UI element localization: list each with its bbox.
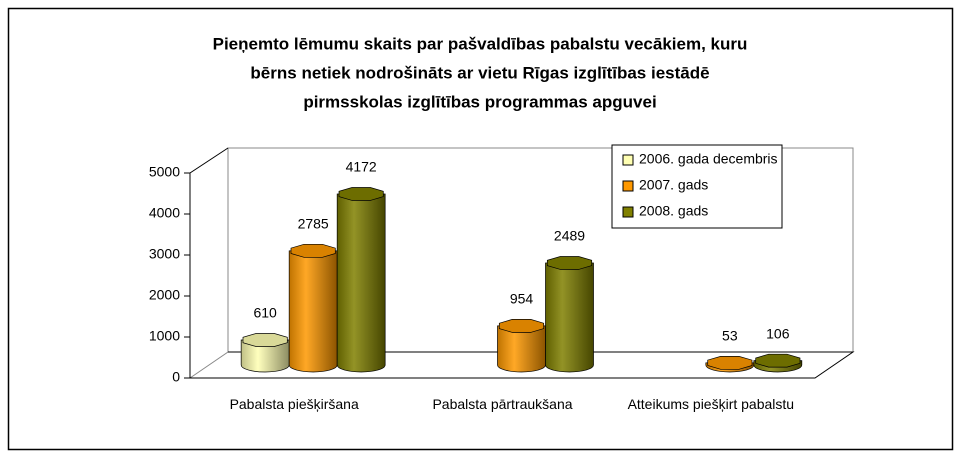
legend-swatch — [622, 206, 634, 218]
bar-body — [497, 325, 546, 373]
value-label: 2489 — [554, 228, 585, 244]
bar-top — [290, 243, 336, 258]
bar-body — [336, 193, 386, 373]
y-tick-label: 5000 — [149, 164, 180, 180]
legend-label: 2007. gads — [639, 177, 708, 193]
value-label: 4172 — [346, 159, 377, 175]
legend-label: 2006. gada decembris — [639, 151, 778, 167]
chart-title: pirmsskolas izglītības programmas apguve… — [303, 92, 656, 111]
bar-body — [240, 339, 290, 373]
y-tick-label: 2000 — [149, 287, 180, 303]
legend — [611, 144, 783, 229]
value-label: 53 — [722, 328, 738, 344]
chart-frame — [7, 7, 954, 451]
value-label: 954 — [510, 291, 534, 307]
value-label: 610 — [253, 305, 277, 321]
y-tick-label: 4000 — [149, 205, 180, 221]
y-tick-label: 3000 — [149, 246, 180, 262]
value-label: 106 — [766, 325, 790, 341]
chart-title: Pieņemto lēmumu skaits par pašvaldības p… — [213, 34, 748, 53]
bar-top — [546, 256, 593, 270]
legend-swatch — [622, 154, 634, 166]
value-label: 2785 — [298, 216, 329, 232]
x-tick-label: Pabalsta piešķiršana — [229, 396, 359, 412]
x-tick-label: Atteikums piešķirt pabalstu — [627, 396, 795, 412]
legend-swatch — [622, 180, 634, 192]
y-tick-label: 1000 — [149, 328, 180, 344]
bar-body — [545, 262, 594, 373]
x-tick-label: Pabalsta pārtraukšana — [432, 396, 573, 412]
bar-top — [498, 319, 545, 333]
bar-body — [288, 250, 338, 373]
bar-top — [707, 356, 753, 370]
bar-top — [338, 187, 384, 201]
legend-label: 2008. gads — [639, 203, 708, 219]
bar-top — [242, 333, 288, 347]
y-tick-label: 0 — [172, 369, 180, 385]
bar-top — [755, 353, 801, 368]
chart-title: bērns netiek nodrošināts ar vietu Rīgas … — [250, 63, 709, 82]
